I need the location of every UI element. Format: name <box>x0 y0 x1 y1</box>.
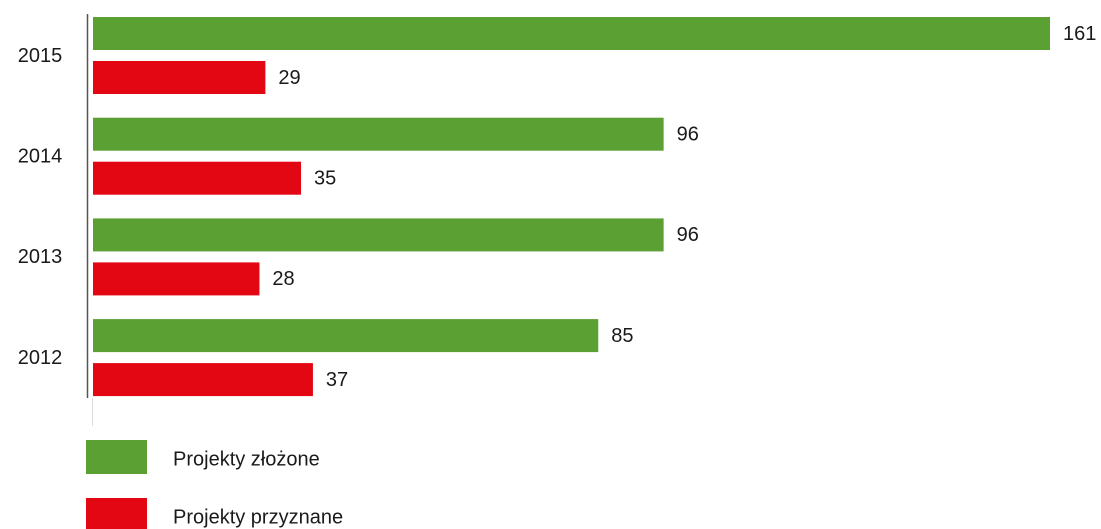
bar <box>93 161 302 195</box>
bar <box>93 262 260 296</box>
value-label: 37 <box>326 369 348 391</box>
bar <box>93 61 266 94</box>
value-label: 28 <box>272 268 294 290</box>
legend-swatch <box>86 498 147 529</box>
y-tick-label: 2012 <box>18 347 63 369</box>
bar <box>93 363 313 397</box>
value-label: 35 <box>314 167 336 189</box>
value-label: 29 <box>278 67 300 89</box>
value-label: 96 <box>677 224 699 246</box>
bar <box>93 17 1050 50</box>
legend-label: Projekty złożone <box>173 448 320 470</box>
value-label: 96 <box>677 123 699 145</box>
bar <box>93 218 664 252</box>
y-tick-label: 2015 <box>18 45 63 67</box>
bar <box>93 319 599 353</box>
y-tick-label: 2014 <box>18 145 63 167</box>
bar <box>93 117 664 151</box>
legend-label: Projekty przyznane <box>173 506 343 528</box>
y-tick-label: 2013 <box>18 246 63 268</box>
value-label: 85 <box>611 325 633 347</box>
value-label: 161 <box>1063 23 1096 45</box>
legend-swatch <box>86 440 147 474</box>
